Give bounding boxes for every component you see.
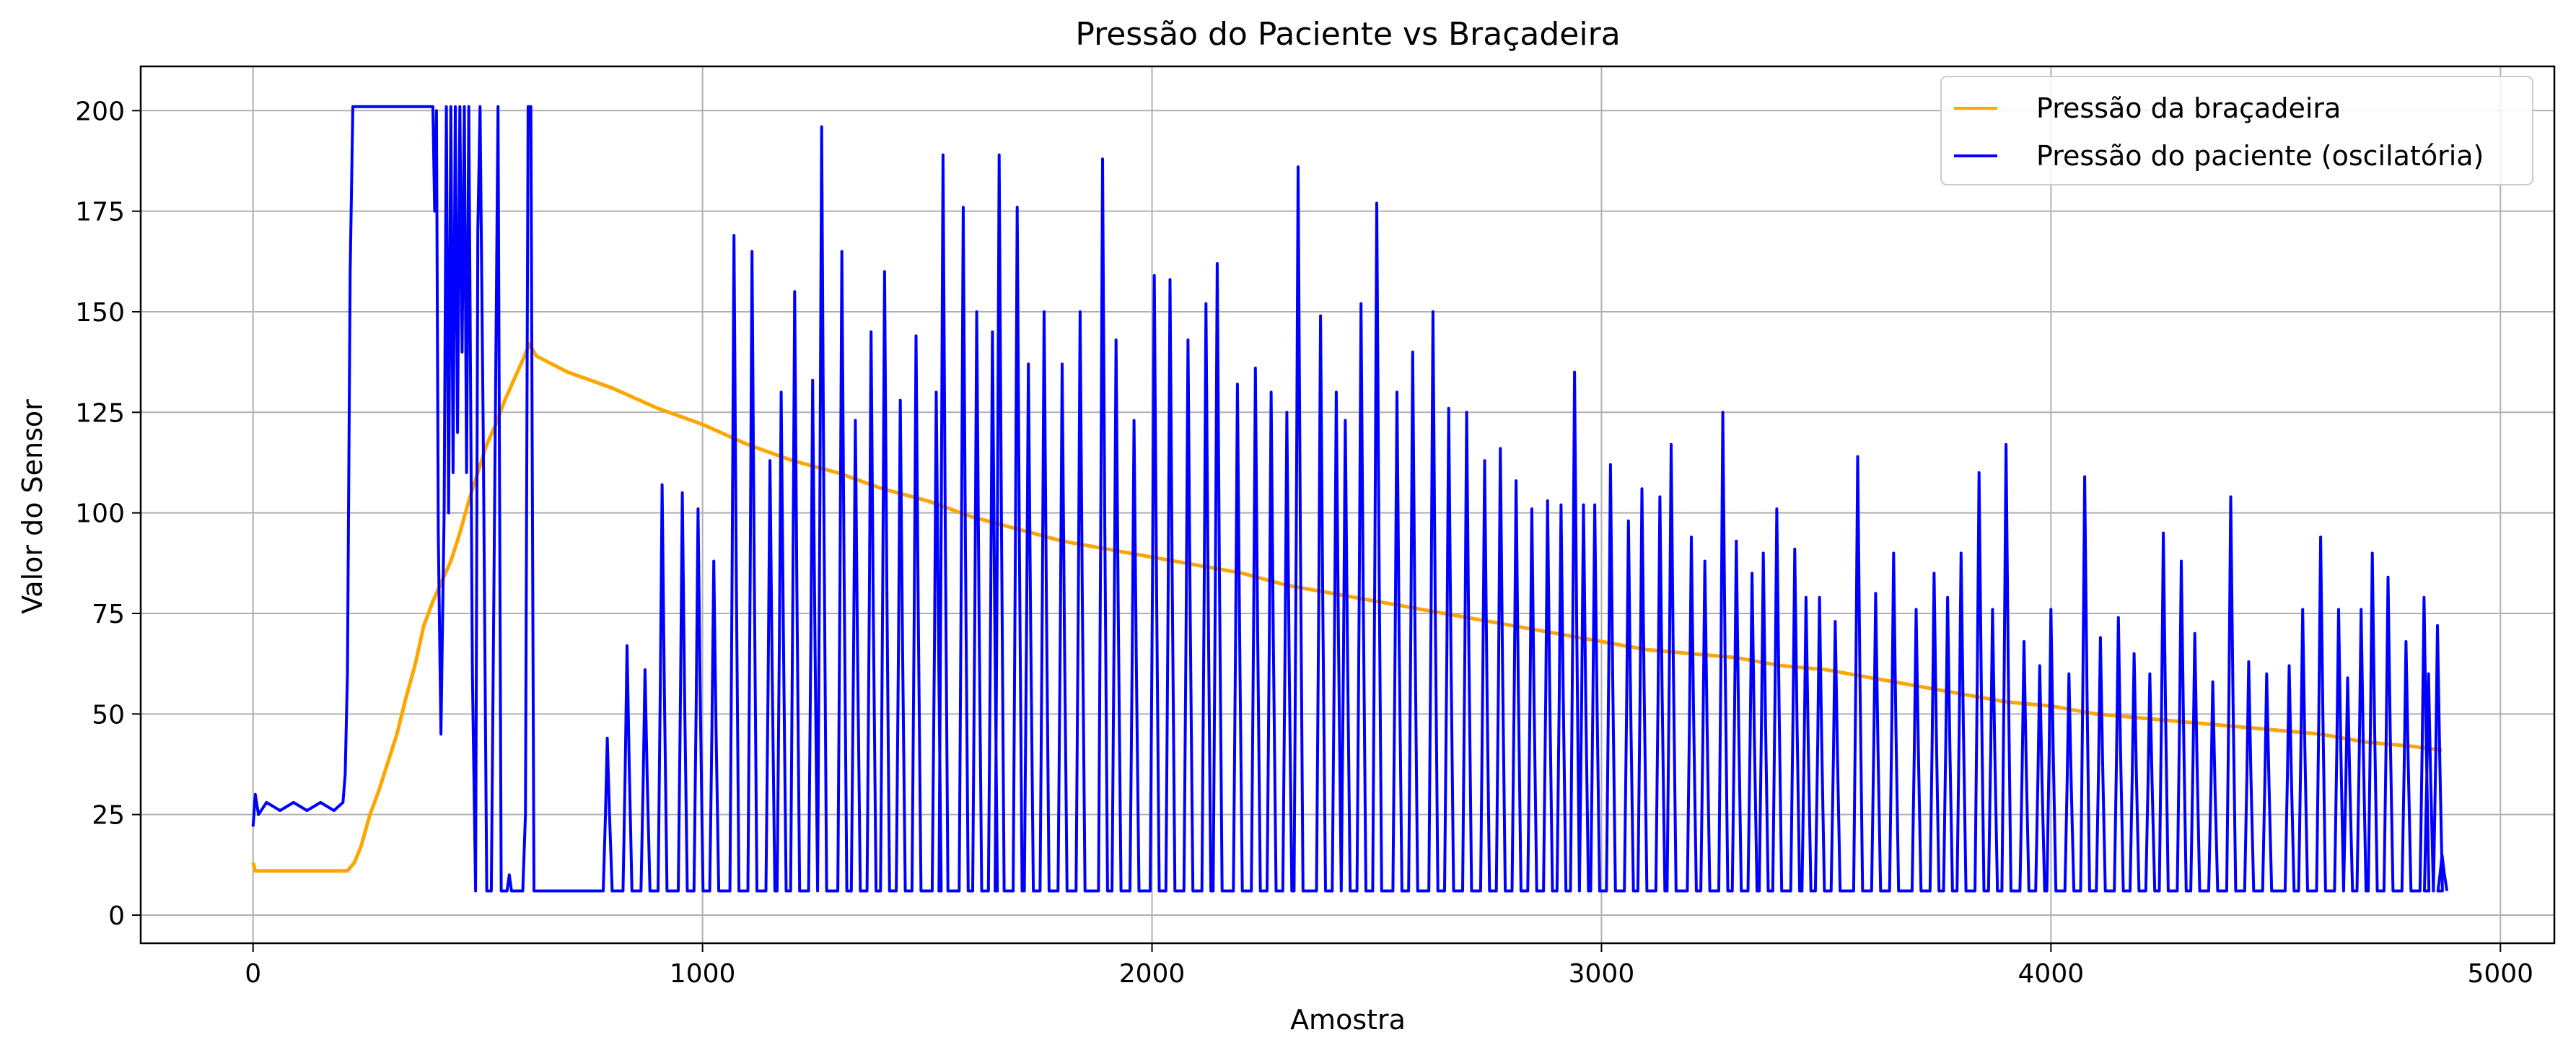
x-tick-label: 5000: [2467, 959, 2533, 989]
x-axis-label: Amostra: [1290, 1004, 1406, 1036]
y-tick-label: 200: [75, 97, 125, 126]
x-tick-label: 0: [245, 959, 261, 989]
y-tick-label: 100: [75, 499, 125, 529]
legend-label-cuff: Pressão da braçadeira: [2036, 92, 2341, 124]
y-tick-label: 0: [108, 901, 125, 931]
y-tick-label: 150: [75, 298, 125, 328]
x-tick-label: 2000: [1119, 959, 1186, 989]
y-tick-label: 25: [92, 801, 125, 831]
chart-title: Pressão do Paciente vs Braçadeira: [1075, 16, 1620, 53]
y-axis-ticks: 0 25 50 75 100 125 150 175 200: [75, 97, 141, 931]
x-axis-ticks: 0 1000 2000 3000 4000 5000: [245, 943, 2533, 989]
x-tick-label: 4000: [2018, 959, 2085, 989]
x-tick-label: 3000: [1569, 959, 1635, 989]
y-axis-label: Valor do Sensor: [17, 399, 48, 614]
series-line-patient: [251, 105, 2449, 893]
legend-label-patient: Pressão do paciente (oscilatória): [2036, 140, 2484, 172]
y-tick-label: 50: [92, 700, 125, 730]
legend: Pressão da braçadeira Pressão do pacient…: [1940, 76, 2533, 185]
plot-frame: [139, 65, 2556, 945]
y-tick-label: 125: [75, 398, 125, 428]
y-tick-label: 75: [92, 600, 125, 629]
x-tick-label: 1000: [670, 959, 736, 989]
series-layer: [251, 105, 2449, 893]
series-line-cuff: [251, 342, 2443, 873]
y-tick-label: 175: [75, 198, 125, 227]
legend-box: [1940, 76, 2533, 185]
